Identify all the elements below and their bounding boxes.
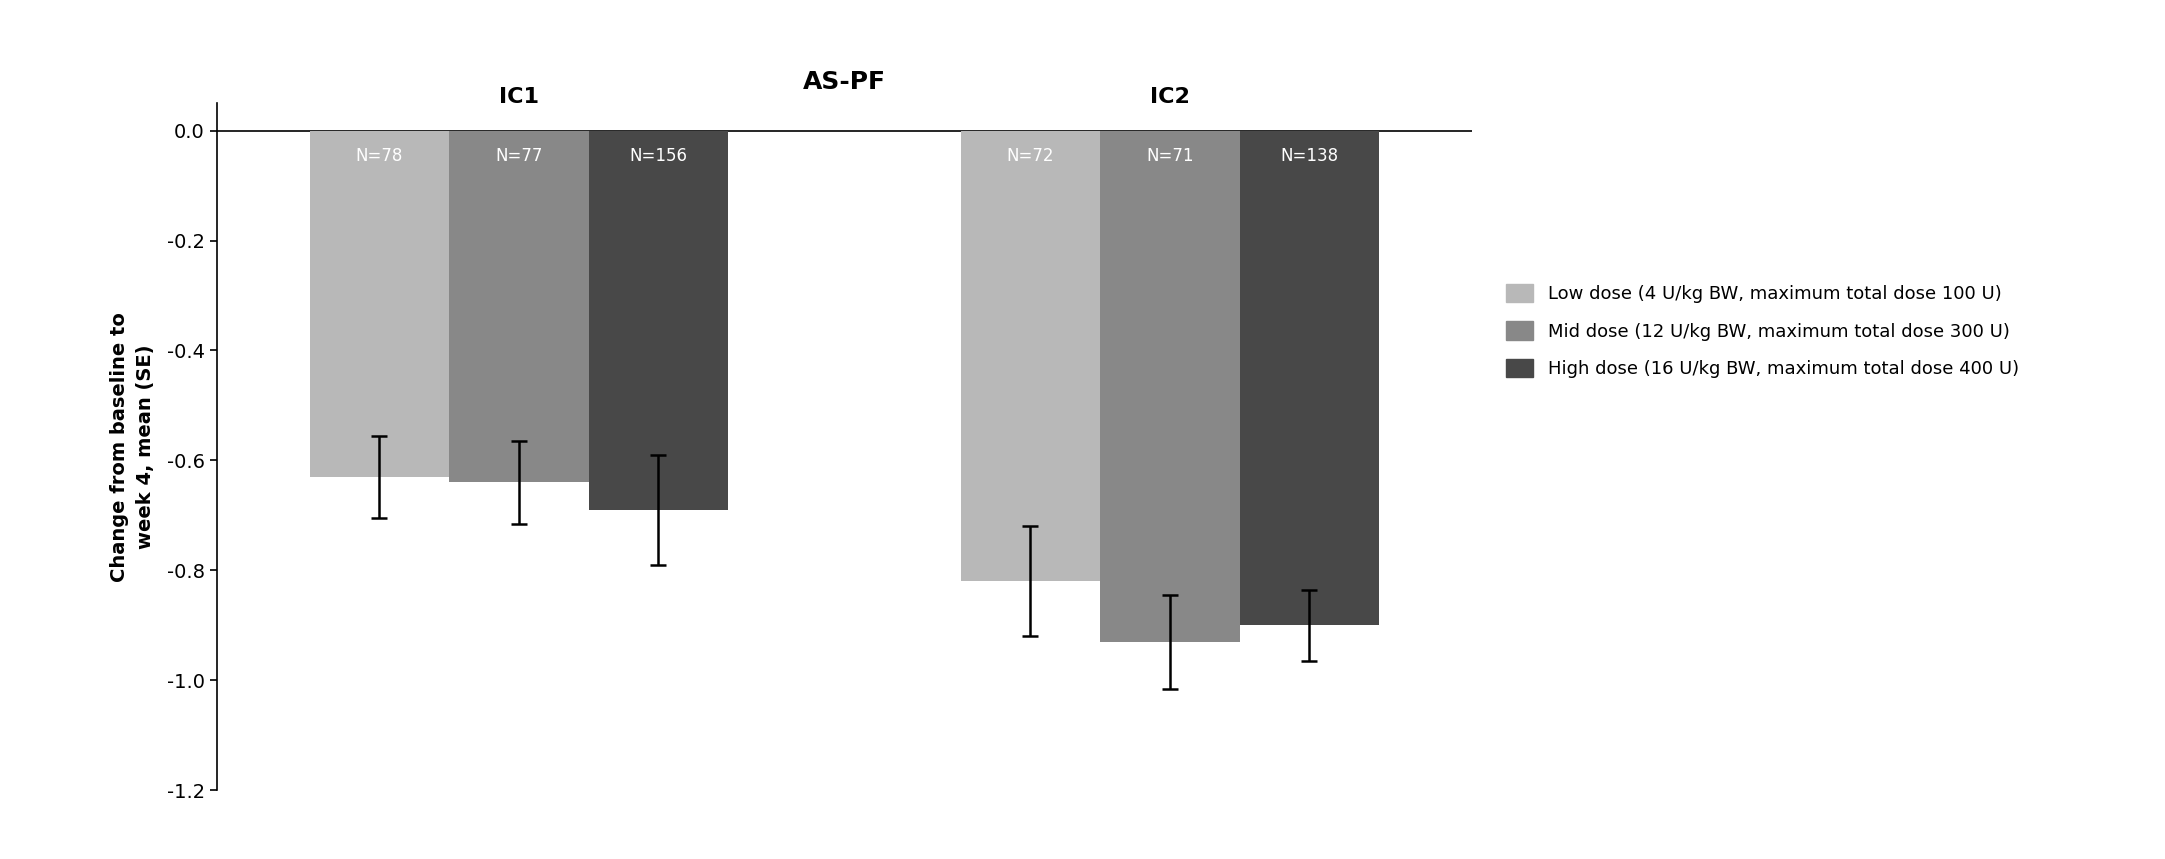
Text: IC2: IC2	[1150, 88, 1191, 107]
Text: N=78: N=78	[355, 147, 403, 165]
Bar	[961, 131, 1100, 582]
Text: N=72: N=72	[1007, 147, 1054, 165]
Title: AS-PF: AS-PF	[803, 70, 885, 94]
Legend: Low dose (4 U/kg BW, maximum total dose 100 U), Mid dose (12 U/kg BW, maximum to: Low dose (4 U/kg BW, maximum total dose …	[1507, 284, 2020, 378]
Bar	[1100, 131, 1241, 642]
Y-axis label: Change from baseline to
week 4, mean (SE): Change from baseline to week 4, mean (SE…	[110, 312, 156, 582]
Text: N=138: N=138	[1280, 147, 1338, 165]
Text: N=77: N=77	[496, 147, 543, 165]
Bar	[448, 131, 589, 483]
Bar	[589, 131, 727, 510]
Bar	[310, 131, 448, 477]
Text: N=156: N=156	[630, 147, 686, 165]
Text: N=71: N=71	[1145, 147, 1193, 165]
Text: IC1: IC1	[498, 88, 539, 107]
Bar	[1241, 131, 1379, 625]
